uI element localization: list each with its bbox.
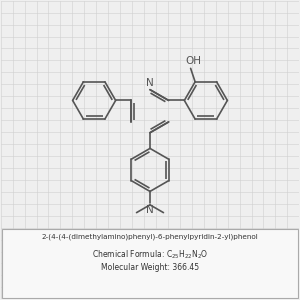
Text: N: N [146, 205, 154, 215]
Text: Molecular Weight: 366.45: Molecular Weight: 366.45 [101, 263, 199, 272]
Text: Chemical Formula: $\mathregular{C_{25}H_{22}N_2O}$: Chemical Formula: $\mathregular{C_{25}H_… [92, 248, 208, 261]
Text: OH: OH [186, 56, 202, 66]
Bar [2, 229, 298, 298]
Text: 2-(4-(4-(dimethylamino)phenyl)-6-phenylpyridin-2-yl)phenol: 2-(4-(4-(dimethylamino)phenyl)-6-phenylp… [42, 234, 258, 240]
Text: N: N [146, 78, 154, 88]
